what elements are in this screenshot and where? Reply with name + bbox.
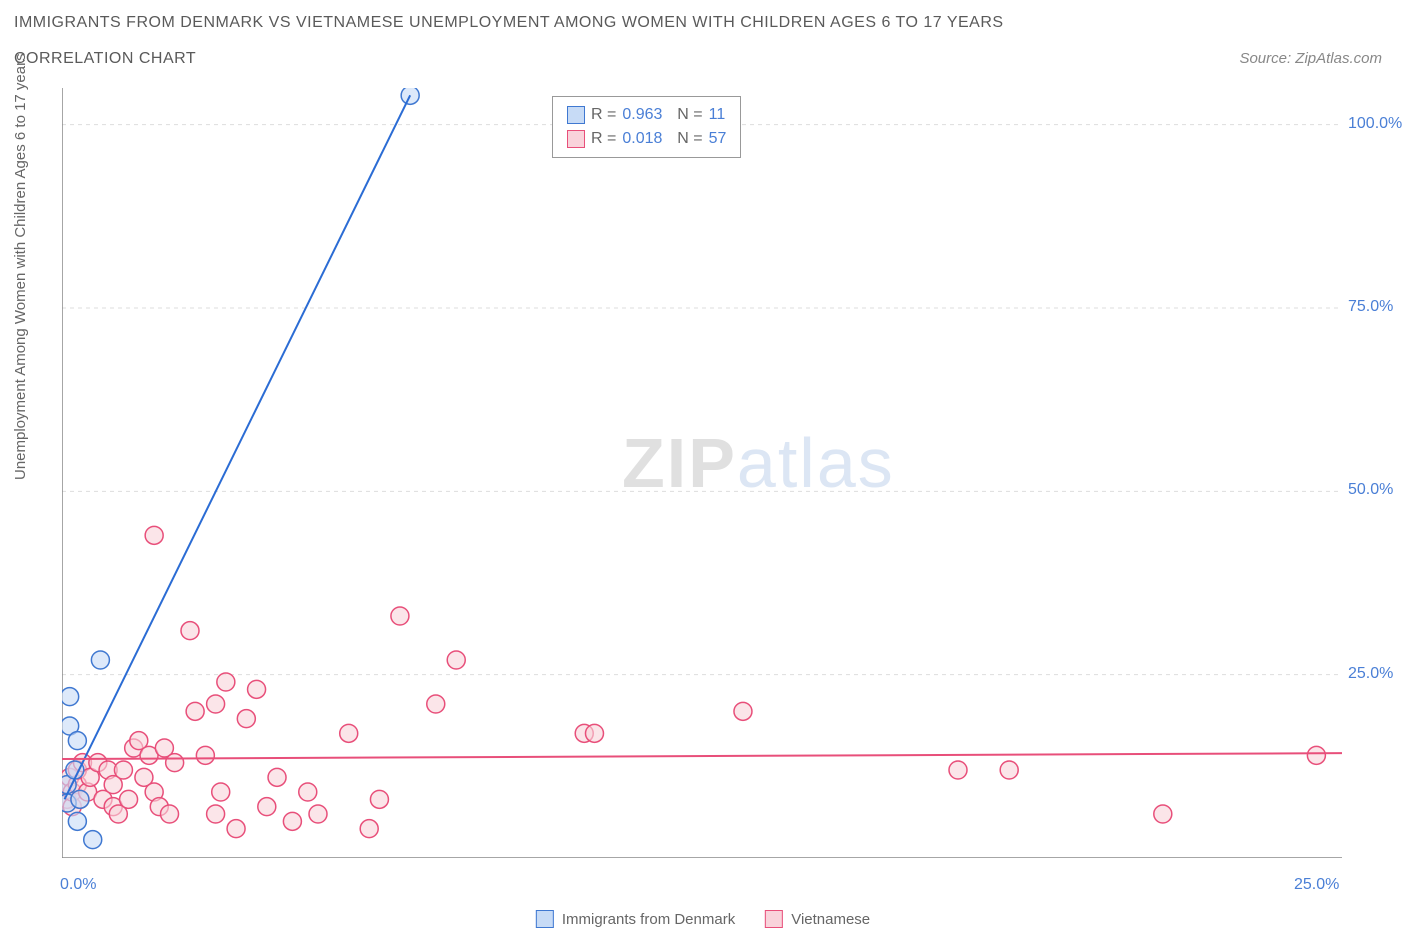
legend-r-value: 0.018 xyxy=(622,127,662,151)
chart-title-line1: IMMIGRANTS FROM DENMARK VS VIETNAMESE UN… xyxy=(14,14,1004,32)
legend-swatch xyxy=(567,130,585,148)
series-legend-label: Immigrants from Denmark xyxy=(562,911,735,928)
y-tick-label: 50.0% xyxy=(1348,481,1393,499)
source-attribution: Source: ZipAtlas.com xyxy=(1239,50,1382,67)
y-axis-label: Unemployment Among Women with Children A… xyxy=(12,53,29,480)
y-tick-label: 75.0% xyxy=(1348,298,1393,316)
y-tick-label: 25.0% xyxy=(1348,665,1393,683)
legend-swatch xyxy=(765,910,783,928)
correlation-legend-row: R = 0.963 N = 11 xyxy=(567,103,726,127)
scatter-chart-svg xyxy=(62,88,1342,858)
x-tick-label: 25.0% xyxy=(1294,876,1339,894)
legend-swatch xyxy=(567,106,585,124)
y-tick-label: 100.0% xyxy=(1348,115,1402,133)
series-legend: Immigrants from Denmark Vietnamese xyxy=(536,910,870,928)
chart-area: ZIPatlas 25.0%50.0%75.0%100.0%0.0%25.0% xyxy=(62,88,1392,878)
correlation-legend-row: R = 0.018 N = 57 xyxy=(567,127,726,151)
series-legend-label: Vietnamese xyxy=(791,911,870,928)
series-legend-item: Vietnamese xyxy=(765,910,870,928)
legend-swatch xyxy=(536,910,554,928)
chart-title-line2: CORRELATION CHART xyxy=(14,50,196,68)
legend-n-value: 57 xyxy=(709,127,727,151)
x-tick-label: 0.0% xyxy=(60,876,96,894)
legend-r-value: 0.963 xyxy=(622,103,662,127)
correlation-legend: R = 0.963 N = 11 R = 0.018 N = 57 xyxy=(552,96,741,158)
legend-n-value: 11 xyxy=(709,103,726,127)
series-legend-item: Immigrants from Denmark xyxy=(536,910,735,928)
